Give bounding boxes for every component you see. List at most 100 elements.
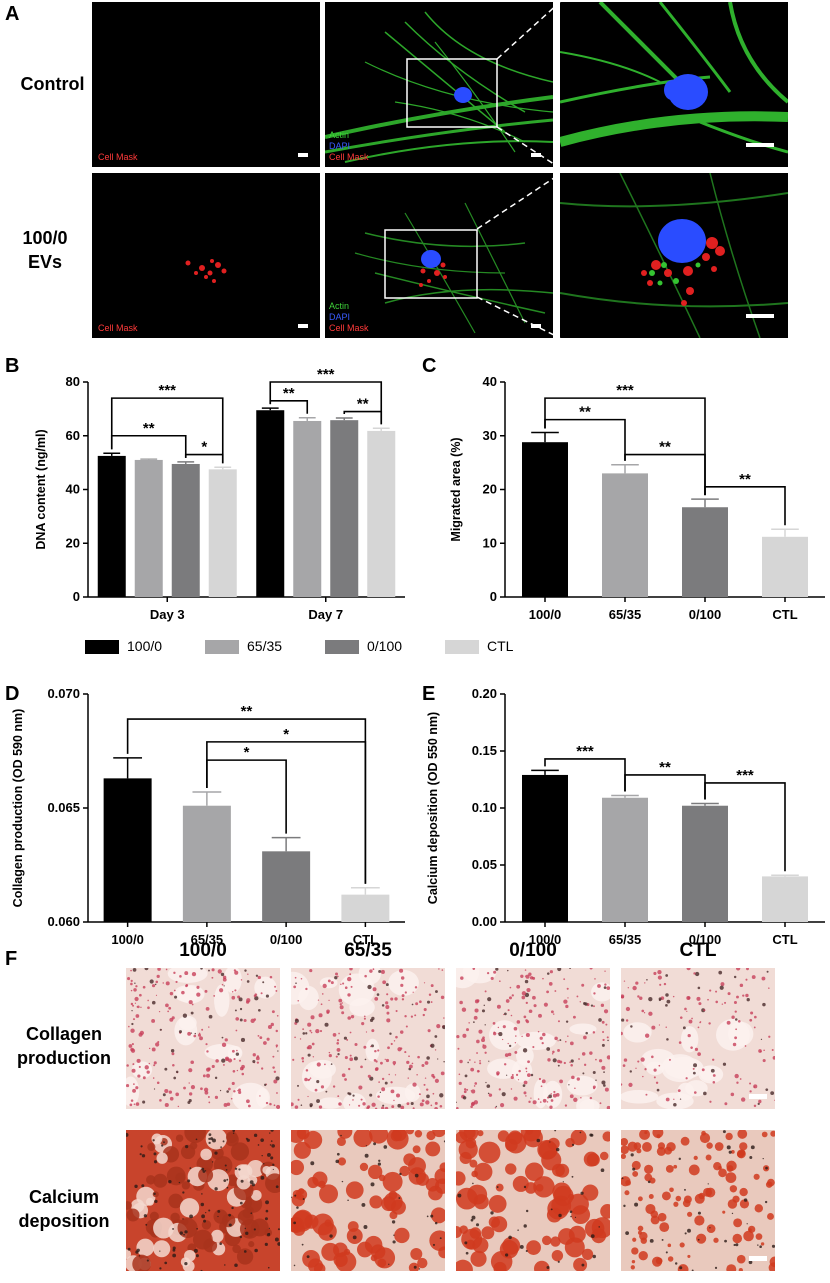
bar bbox=[262, 851, 311, 922]
stain-texture bbox=[291, 1130, 445, 1271]
chart-legend: 100/0 65/35 0/100 CTL bbox=[85, 637, 685, 659]
micrograph-control-merged: Actin DAPI Cell Mask bbox=[325, 2, 553, 167]
stain-texture bbox=[456, 968, 610, 1109]
y-axis-label: DNA content (ng/ml) bbox=[34, 429, 48, 549]
bar bbox=[171, 463, 200, 597]
significance-label: ** bbox=[283, 385, 295, 402]
y-tick-label: 60 bbox=[66, 428, 80, 443]
legend-label: CTL bbox=[487, 638, 514, 654]
x-tick-label: CTL bbox=[772, 607, 797, 622]
row-label-evs: 100/0 EVs bbox=[22, 228, 68, 272]
collagen-stain-image bbox=[126, 968, 280, 1109]
significance-bracket bbox=[544, 418, 626, 461]
significance-bracket bbox=[704, 486, 786, 526]
x-tick-label: Day 3 bbox=[150, 607, 185, 622]
micrograph-control-cellmask: Cell Mask bbox=[92, 2, 320, 167]
significance-label: *** bbox=[576, 743, 594, 760]
cellmask-signal bbox=[185, 259, 227, 283]
row-label-calcium: Calcium deposition bbox=[18, 1187, 110, 1231]
bar bbox=[602, 473, 648, 597]
collagen-stain-image bbox=[456, 968, 610, 1109]
column-title: 100/0 bbox=[179, 940, 227, 961]
y-tick-label: 80 bbox=[66, 374, 80, 389]
significance-bracket bbox=[624, 453, 706, 496]
micrograph-evs-cellmask: Cell Mask bbox=[92, 173, 320, 338]
bar bbox=[341, 894, 390, 922]
actin-network bbox=[325, 11, 553, 163]
zoom-connector bbox=[496, 1, 561, 169]
stain-texture bbox=[456, 1130, 610, 1271]
panel-label-f: F bbox=[5, 948, 18, 970]
micrograph-control-zoom bbox=[560, 2, 788, 167]
column-title: CTL bbox=[679, 940, 717, 961]
x-tick-label: 100/0 bbox=[111, 932, 144, 947]
x-tick-label: Day 7 bbox=[308, 607, 343, 622]
bar bbox=[522, 442, 568, 597]
x-tick-label: CTL bbox=[353, 932, 378, 947]
significance-bracket bbox=[184, 453, 224, 464]
significance-label: ** bbox=[579, 404, 591, 421]
significance-bracket bbox=[110, 434, 187, 458]
y-tick-label: 0.070 bbox=[47, 686, 80, 701]
scale-bar bbox=[746, 143, 774, 147]
significance-label: * bbox=[201, 439, 207, 456]
legend-swatch bbox=[445, 640, 479, 654]
calcium-stain-image bbox=[621, 1130, 775, 1271]
bar bbox=[97, 455, 126, 597]
evs-zoom bbox=[560, 173, 788, 338]
significance-bracket bbox=[269, 381, 383, 425]
y-tick-label: 0 bbox=[73, 589, 80, 604]
bar bbox=[208, 469, 237, 597]
scale-bar bbox=[746, 314, 774, 318]
chart-collagen-production: 0.060 0.065 0.070 Collagen production (OD 5… bbox=[11, 686, 405, 947]
y-tick-label: 0.060 bbox=[47, 914, 80, 929]
zoom-connector bbox=[476, 173, 561, 339]
bar bbox=[602, 797, 648, 922]
actin-zoom bbox=[560, 2, 788, 154]
significance-label: ** bbox=[241, 703, 253, 720]
significance-label: *** bbox=[317, 366, 335, 383]
stain-texture bbox=[621, 1130, 775, 1271]
panel-label-e: E bbox=[422, 683, 436, 705]
row-label-collagen: Collagen production bbox=[17, 1024, 111, 1068]
calcium-stain-image bbox=[456, 1130, 610, 1271]
y-tick-label: 40 bbox=[66, 482, 80, 497]
panel-label-c: C bbox=[422, 355, 437, 377]
x-tick-label: 100/0 bbox=[529, 932, 562, 947]
bar bbox=[293, 420, 322, 597]
y-axis-label: Calcium deposition (OD 550 nm) bbox=[426, 712, 440, 904]
y-tick-label: 10 bbox=[483, 535, 497, 550]
y-tick-label: 0.065 bbox=[47, 800, 80, 815]
x-tick-label: 0/100 bbox=[689, 932, 722, 947]
significance-label: *** bbox=[158, 382, 176, 399]
y-tick-label: 0.15 bbox=[472, 743, 497, 758]
significance-bracket bbox=[206, 759, 287, 834]
micrograph-evs-zoom bbox=[560, 173, 788, 338]
bar bbox=[762, 536, 808, 597]
significance-label: ** bbox=[357, 396, 369, 413]
x-tick-label: 65/35 bbox=[609, 607, 642, 622]
y-axis-label: Migrated area (%) bbox=[449, 437, 463, 541]
bar bbox=[134, 459, 163, 597]
y-tick-label: 30 bbox=[483, 428, 497, 443]
scale-bar bbox=[298, 324, 308, 328]
micrograph-evs-merged: Actin DAPI Cell Mask bbox=[325, 173, 553, 338]
collagen-stain-image bbox=[291, 968, 445, 1109]
x-tick-label: CTL bbox=[772, 932, 797, 947]
bar bbox=[103, 778, 152, 922]
legend-swatch bbox=[85, 640, 119, 654]
x-tick-label: 100/0 bbox=[529, 607, 562, 622]
calcium-stain-image bbox=[126, 1130, 280, 1271]
bar bbox=[182, 805, 231, 922]
calcium-stain-image bbox=[291, 1130, 445, 1271]
bar bbox=[367, 430, 396, 597]
column-title: 65/35 bbox=[344, 940, 392, 961]
collagen-stain-image bbox=[621, 968, 775, 1109]
bar bbox=[256, 410, 285, 597]
chart-calcium-deposition: 0.00 0.05 0.10 0.15 0.20 Calcium deposition (… bbox=[426, 686, 825, 947]
y-tick-label: 0 bbox=[490, 589, 497, 604]
significance-bracket bbox=[269, 400, 309, 414]
column-title: 0/100 bbox=[509, 940, 557, 961]
significance-label: * bbox=[244, 744, 250, 761]
scale-bar bbox=[531, 153, 541, 157]
